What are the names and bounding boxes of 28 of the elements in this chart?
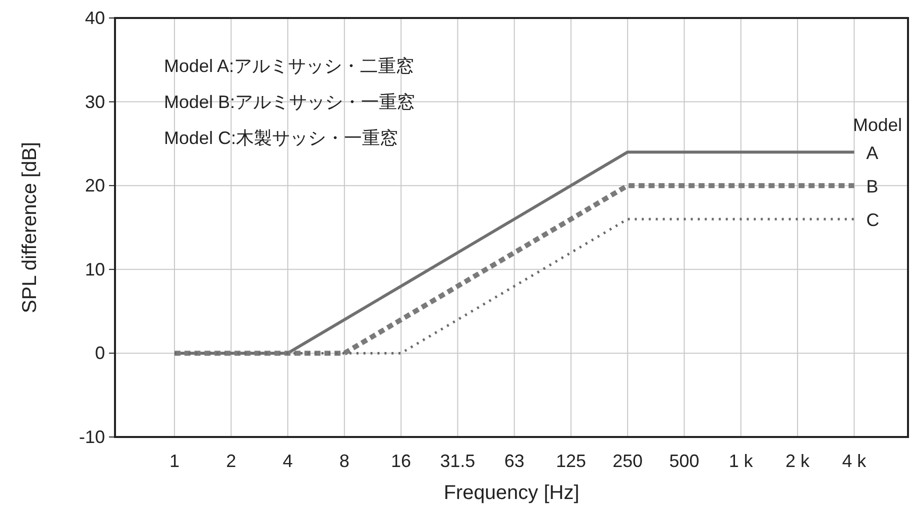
x-tick-label: 1 xyxy=(169,451,180,471)
y-axis-title: SPL difference [dB] xyxy=(19,142,41,314)
y-tick-label: 20 xyxy=(84,176,105,196)
x-tick-label: 8 xyxy=(339,451,350,471)
x-tick-label: 2 xyxy=(226,451,236,471)
x-tick-label: 31.5 xyxy=(440,451,476,471)
series-label: B xyxy=(866,176,878,197)
x-tick-label: 4 k xyxy=(842,451,868,471)
series-label: C xyxy=(866,210,880,230)
y-tick-label: 0 xyxy=(94,343,105,364)
y-tick-label: -10 xyxy=(78,427,105,447)
y-tick-label: 10 xyxy=(84,259,105,280)
x-tick-label: 63 xyxy=(504,451,524,471)
x-tick-label: 16 xyxy=(391,451,412,471)
y-tick-label: 40 xyxy=(84,8,105,28)
y-tick-label: 30 xyxy=(84,92,105,112)
x-tick-label: 500 xyxy=(669,451,700,471)
annotation: Model B:アルミサッシ・一重窓 xyxy=(164,92,416,112)
annotation: Model A:アルミサッシ・二重窓 xyxy=(164,56,414,76)
x-tick-label: 4 xyxy=(282,451,293,471)
x-tick-label: 1 k xyxy=(728,451,754,471)
x-tick-label: 2 k xyxy=(786,451,811,471)
annotation: Model C:木製サッシ・一重窓 xyxy=(164,128,398,148)
legend-title: Model xyxy=(852,115,902,136)
x-tick-label: 250 xyxy=(612,451,643,471)
x-tick-label: 125 xyxy=(556,451,586,471)
x-axis-title: Frequency [Hz] xyxy=(444,482,580,504)
series-label: A xyxy=(866,143,878,164)
